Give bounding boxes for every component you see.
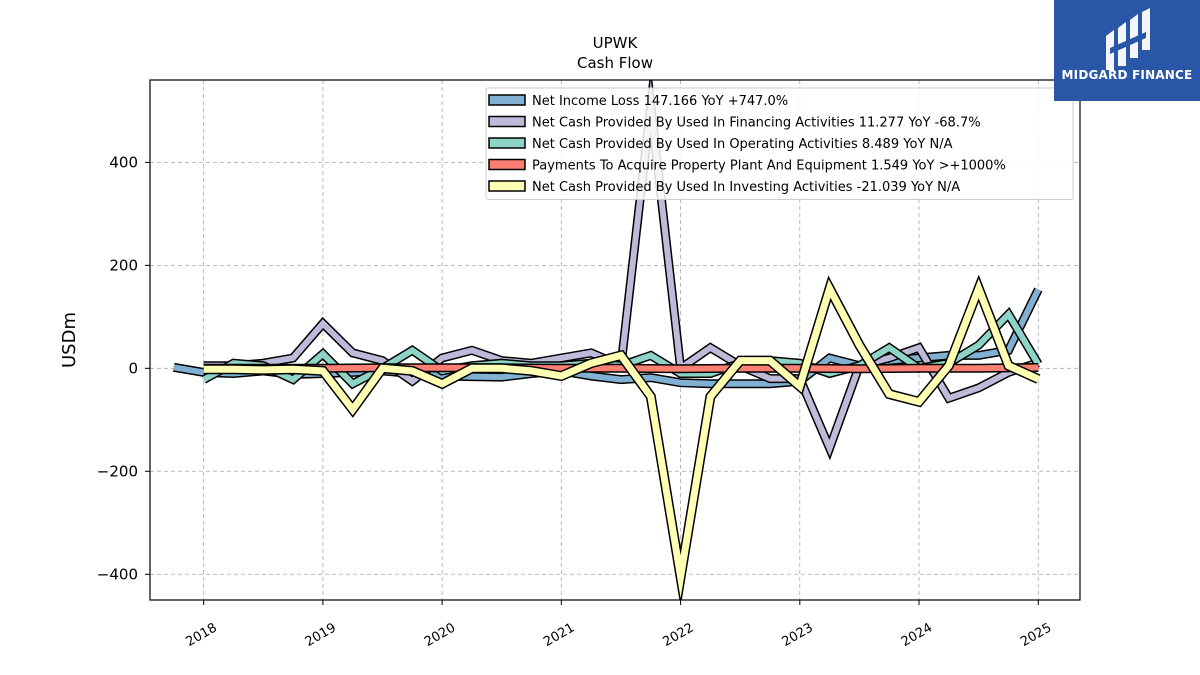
- x-tick-label: 2023: [780, 620, 816, 650]
- chart-subtitle: Cash Flow: [577, 54, 653, 72]
- legend-swatch: [488, 115, 526, 128]
- y-tick-label: 200: [109, 256, 138, 274]
- y-tick-label: −400: [97, 565, 138, 583]
- series-lines: [173, 80, 1043, 600]
- legend-entry: Net Cash Provided By Used In Investing A…: [532, 180, 960, 195]
- legend-swatch: [488, 137, 526, 149]
- midgard-logo-icon: [1106, 8, 1150, 70]
- legend-swatch: [488, 180, 526, 192]
- y-tick-label: −200: [97, 462, 138, 480]
- x-tick-label: 2019: [303, 620, 339, 650]
- x-tick-label: 2025: [1018, 620, 1054, 650]
- x-tick-label: 2020: [422, 620, 458, 650]
- y-tick-label: 400: [109, 153, 138, 171]
- plot-frame: [149, 79, 1081, 601]
- legend-entry: Net Cash Provided By Used In Financing A…: [532, 116, 981, 131]
- x-tick-label: 2021: [541, 620, 577, 650]
- y-tick-label: 0: [128, 359, 138, 377]
- legend-box: [485, 87, 1074, 200]
- legend-entry: Net Cash Provided By Used In Operating A…: [532, 137, 953, 152]
- legend-swatch: [488, 94, 526, 106]
- x-tick-label: 2022: [660, 620, 696, 650]
- y-axis-label: USDm: [59, 312, 80, 368]
- series-line-4: [203, 278, 1040, 599]
- legend-swatch: [488, 158, 526, 171]
- series-line-3: [203, 364, 1039, 372]
- legend-entry: Net Income Loss 147.166 YoY +747.0%: [532, 94, 788, 109]
- legend-entry: Payments To Acquire Property Plant And E…: [532, 159, 1006, 174]
- brand-name: MIDGARD FINANCE: [1061, 68, 1193, 82]
- midgard-finance-logo: MIDGARD FINANCE: [1054, 0, 1200, 101]
- x-tick-label: 2018: [183, 620, 219, 650]
- chart-title: UPWK: [593, 34, 639, 52]
- legend: Net Income Loss 147.166 YoY +747.0% Net C…: [485, 87, 1074, 200]
- x-tick-label: 2024: [899, 620, 935, 650]
